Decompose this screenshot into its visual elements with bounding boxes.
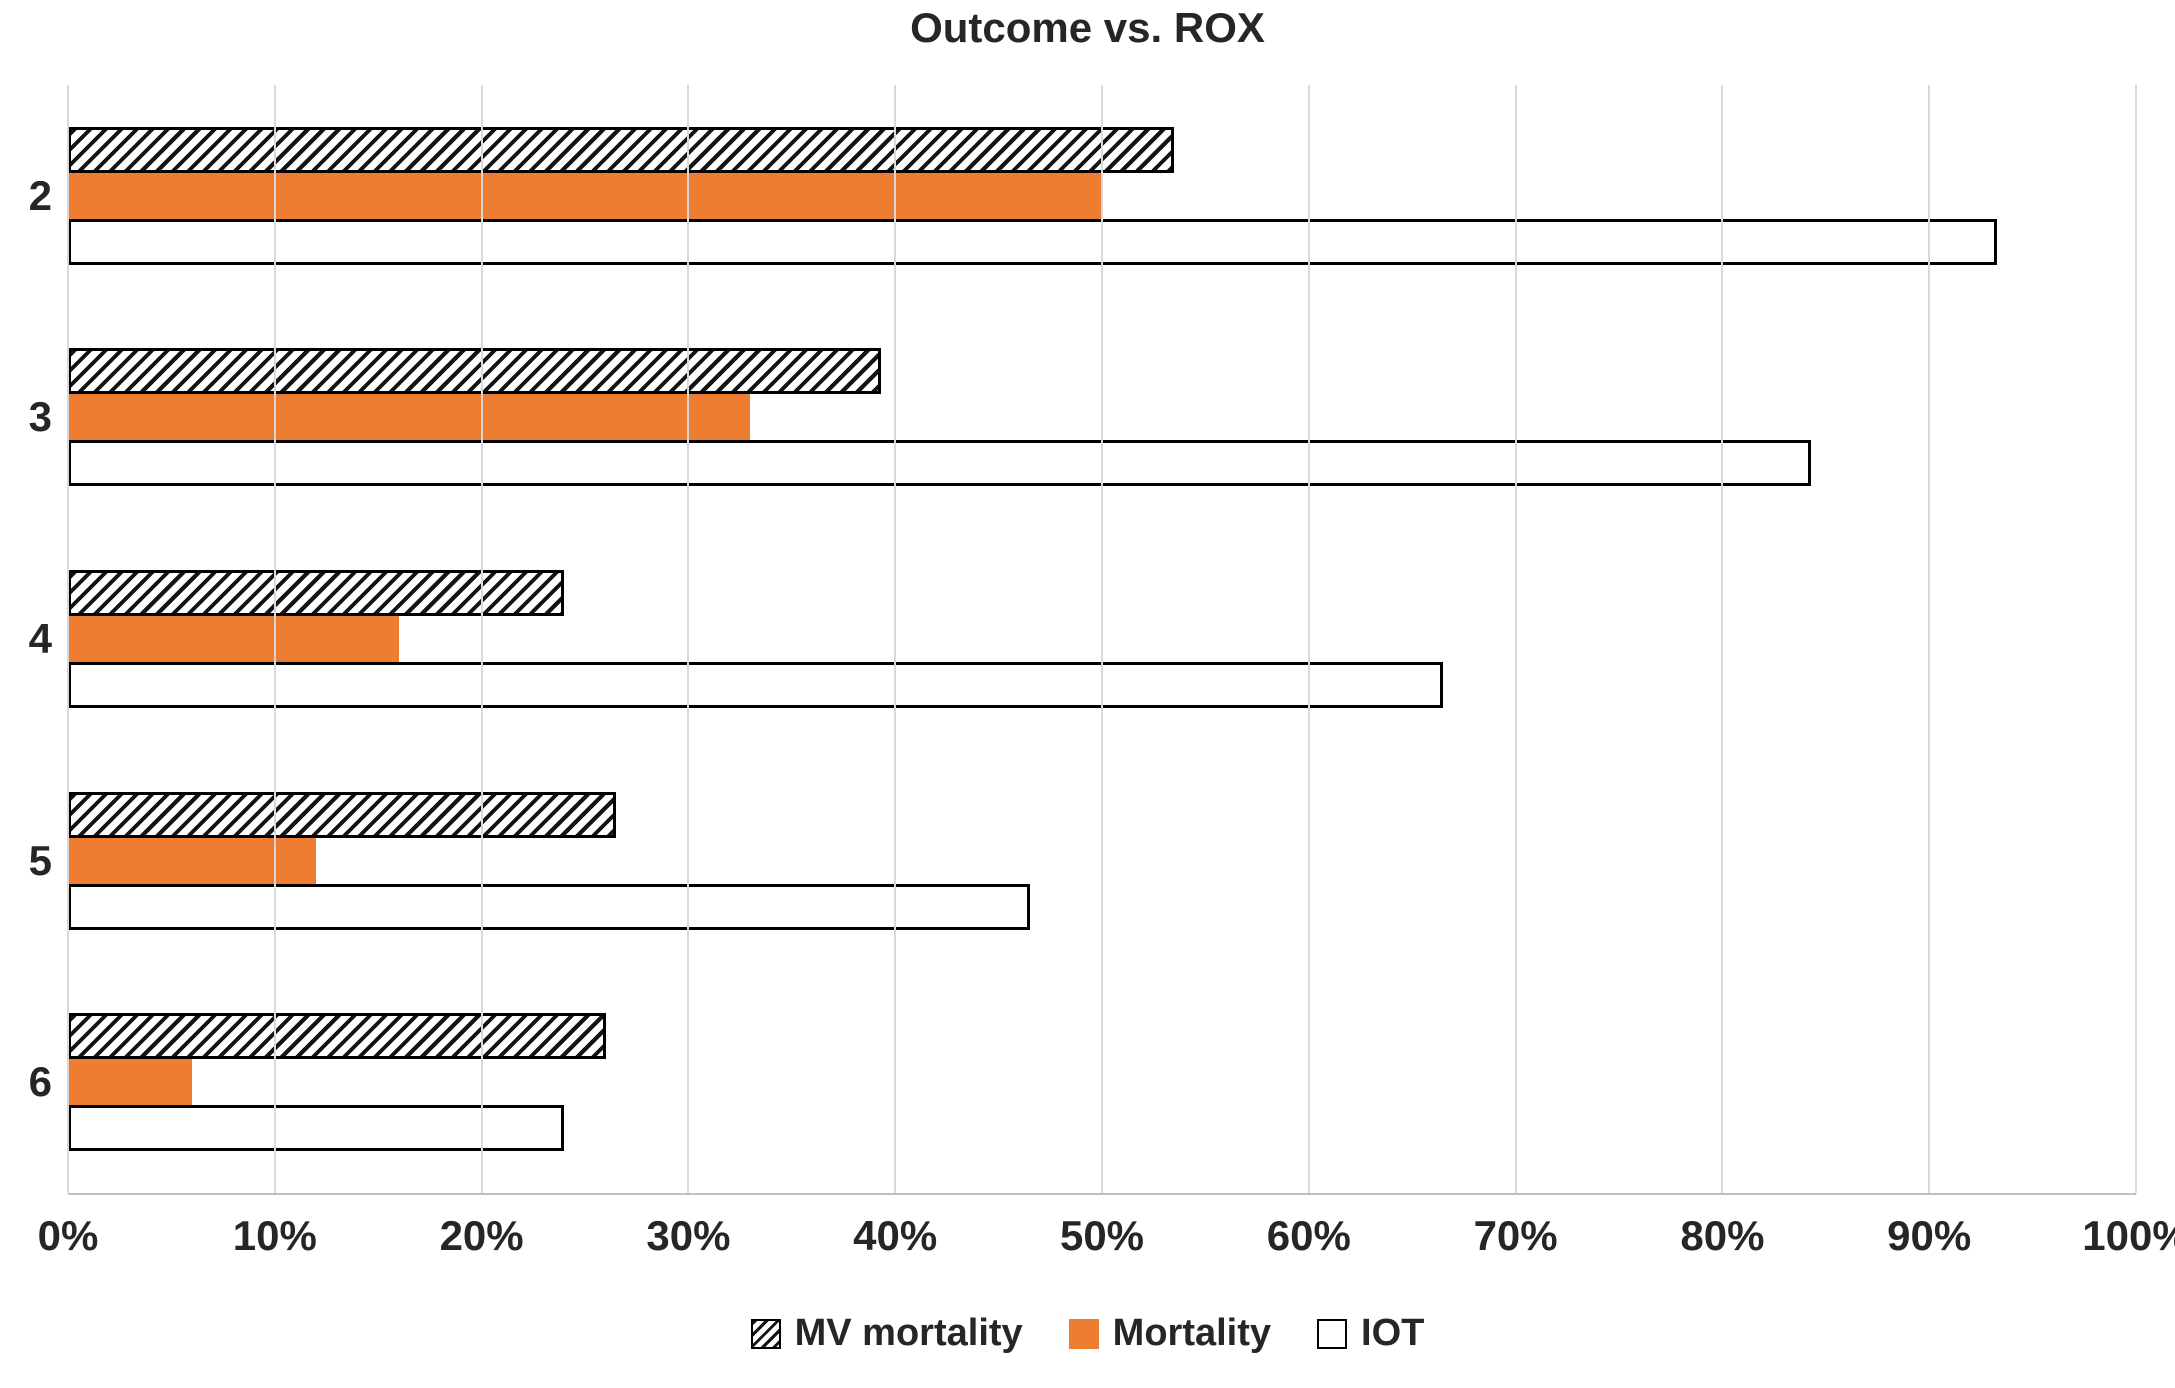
plot-area: 2 3 4 5 6	[29, 85, 2137, 1195]
bar-iot-6	[68, 1105, 565, 1152]
x-tick-label-20%: 20%	[439, 1212, 524, 1259]
bar-iot-2	[68, 218, 1998, 265]
x-tick-label-90%: 90%	[1887, 1212, 1972, 1259]
x-tick-label-30%: 30%	[646, 1212, 731, 1259]
y-category-label-5: 5	[28, 836, 52, 884]
x-tick-label-50%: 50%	[1059, 1212, 1145, 1259]
legend-item-mv-mortality: MV mortality	[750, 1312, 1023, 1355]
y-category-label-6: 6	[28, 1058, 52, 1106]
x-tick-label-70%: 70%	[1473, 1212, 1558, 1259]
x-tick-label-0%: 0%	[37, 1212, 99, 1259]
bars-3	[68, 348, 2136, 487]
gridline-30%	[687, 85, 690, 1193]
bars-2	[68, 126, 2136, 265]
legend-swatch-iot	[1317, 1318, 1348, 1349]
x-tick-label-10%: 10%	[232, 1212, 317, 1259]
gridline-50%	[1101, 85, 1103, 1193]
bar-mv-mortality-6	[68, 1013, 606, 1060]
gridline-70%	[1514, 85, 1517, 1193]
category-group-2: 2	[29, 85, 2136, 307]
bar-mv-mortality-5	[68, 791, 617, 838]
bar-mortality-2	[68, 172, 1102, 219]
bars-5	[68, 791, 2136, 930]
y-category-label-3: 3	[28, 393, 52, 441]
category-group-3: 3	[29, 307, 2136, 529]
gridline-10%	[273, 85, 276, 1193]
gridline-20%	[480, 85, 483, 1193]
legend: MV mortality Mortality IOT	[0, 1312, 2175, 1355]
gridline-40%	[894, 85, 897, 1193]
bar-iot-4	[68, 661, 1444, 708]
bar-mortality-4	[68, 615, 399, 662]
bar-mortality-3	[68, 394, 751, 441]
bar-mv-mortality-2	[68, 126, 1175, 173]
legend-item-mortality: Mortality	[1068, 1312, 1272, 1355]
x-tick-label-40%: 40%	[853, 1212, 938, 1259]
legend-label-iot: IOT	[1361, 1312, 1425, 1354]
x-tick-label-80%: 80%	[1680, 1212, 1765, 1259]
gridline-90%	[1928, 85, 1931, 1193]
bar-groups: 2 3 4 5 6	[29, 85, 2136, 1193]
bar-iot-5	[68, 883, 1030, 930]
gridline-80%	[1721, 85, 1724, 1193]
y-category-label-2: 2	[28, 171, 52, 219]
legend-swatch-mortality	[1068, 1318, 1099, 1349]
bar-mv-mortality-3	[68, 348, 881, 395]
x-axis: 0% 10% 20% 30% 40% 50% 60% 70% 80% 90% 100%	[38, 1212, 2175, 1268]
bar-mv-mortality-4	[68, 569, 565, 616]
legend-label-mortality: Mortality	[1112, 1312, 1272, 1354]
bar-mortality-5	[68, 837, 317, 884]
gridline-100%	[2135, 85, 2137, 1193]
chart-title: Outcome vs. ROX	[910, 4, 1265, 51]
legend-label-mv-mortality: MV mortality	[794, 1312, 1023, 1354]
x-axis-line	[68, 1193, 2136, 1195]
gridline-0%	[67, 85, 69, 1193]
bar-mortality-6	[68, 1059, 193, 1106]
gridline-60%	[1307, 85, 1310, 1193]
x-tick-label-100%: 100%	[2082, 1212, 2175, 1259]
y-category-label-4: 4	[28, 614, 52, 662]
legend-item-iot: IOT	[1317, 1312, 1424, 1355]
legend-swatch-mv-mortality	[750, 1318, 781, 1349]
bar-iot-3	[68, 440, 1812, 487]
category-group-5: 5	[29, 750, 2136, 972]
x-tick-label-60%: 60%	[1266, 1212, 1351, 1259]
